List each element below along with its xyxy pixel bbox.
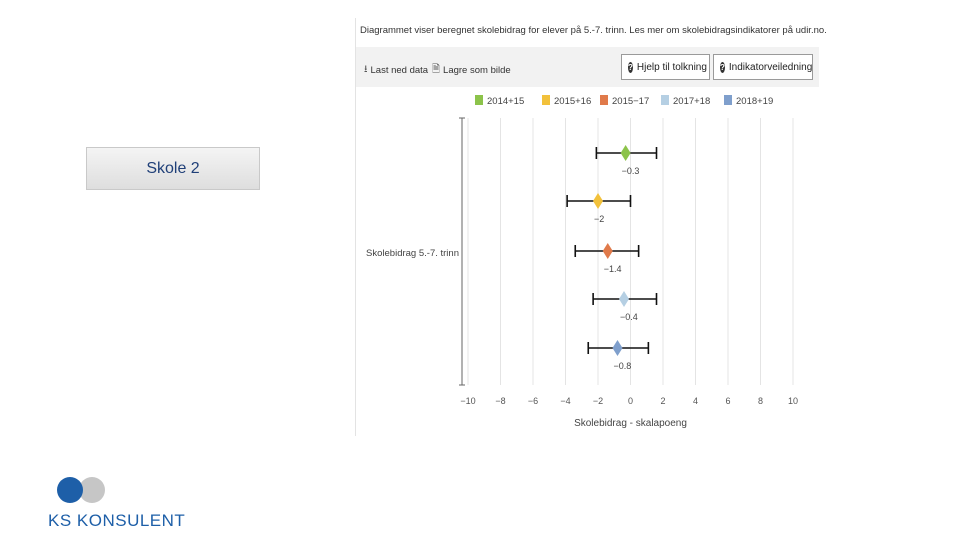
save-image-label: Lagre som bilde <box>443 65 511 76</box>
legend-swatch <box>724 95 732 105</box>
indicator-guide-label: Indikatorveiledning <box>728 61 813 73</box>
x-tick-label: 8 <box>758 396 763 406</box>
download-icon: ⭳ <box>364 64 368 75</box>
legend-swatch <box>475 95 483 105</box>
data-point-marker <box>619 291 629 307</box>
data-point-marker <box>620 145 631 161</box>
chart-caption: Diagrammet viser beregnet skolebidrag fo… <box>360 25 827 36</box>
help-interpretation-label: Hjelp til tolkning <box>636 61 707 73</box>
school-label: Skole 2 <box>86 147 260 190</box>
x-tick-label: −2 <box>593 396 603 406</box>
indicator-guide-button[interactable]: ? Indikatorveiledning <box>713 54 813 80</box>
data-point-marker <box>612 340 623 356</box>
x-axis-label: Skolebidrag - skalapoeng <box>574 418 687 429</box>
legend-swatch <box>542 95 550 105</box>
x-tick-label: −10 <box>460 396 475 406</box>
legend-label: 2017+18 <box>673 96 710 107</box>
data-label: −0.4 <box>620 312 638 322</box>
x-tick-label: −4 <box>560 396 570 406</box>
data-point-marker <box>593 193 603 209</box>
x-tick-label: 10 <box>788 396 798 406</box>
help-interpretation-button[interactable]: ? Hjelp til tolkning <box>621 54 710 80</box>
data-label: −0.8 <box>614 361 632 371</box>
legend-label: 2015+16 <box>554 96 591 107</box>
chart-panel: Diagrammet viser beregnet skolebidrag fo… <box>355 18 827 436</box>
y-axis-label: Skolebidrag 5.-7. trinn <box>366 248 459 259</box>
legend-label: 2018+19 <box>736 96 773 107</box>
legend-swatch <box>600 95 608 105</box>
company-logo: KS KONSULENT <box>46 474 216 532</box>
image-file-icon: 🗎 <box>432 64 441 75</box>
x-tick-label: −8 <box>495 396 505 406</box>
data-label: −0.3 <box>622 166 640 176</box>
legend-label: 2014+15 <box>487 96 524 107</box>
x-tick-label: 4 <box>693 396 698 406</box>
x-tick-label: 6 <box>725 396 730 406</box>
logo-circles-icon <box>57 477 105 503</box>
logo-text: KS KONSULENT <box>48 511 186 530</box>
x-tick-label: 0 <box>628 396 633 406</box>
help-icon: ? <box>628 61 633 73</box>
x-tick-label: 2 <box>660 396 665 406</box>
x-tick-label: −6 <box>528 396 538 406</box>
download-data-link[interactable]: ⭳ Last ned data <box>364 62 428 79</box>
save-image-link[interactable]: 🗎 Lagre som bilde <box>432 62 511 79</box>
help-icon: ? <box>720 61 725 73</box>
legend-swatch <box>661 95 669 105</box>
data-label: −1.4 <box>604 264 622 274</box>
chart-plot: 2014+15 2015+16 2015−17 2017+18 2018+19 −10 −8… <box>366 95 798 429</box>
chart-toolbar: ⭳ Last ned data 🗎 Lagre som bilde ? Hjel… <box>356 47 819 87</box>
download-data-label: Last ned data <box>370 65 429 76</box>
data-point-marker <box>602 243 613 259</box>
data-label: −2 <box>594 214 604 224</box>
legend-label: 2015−17 <box>612 96 649 107</box>
